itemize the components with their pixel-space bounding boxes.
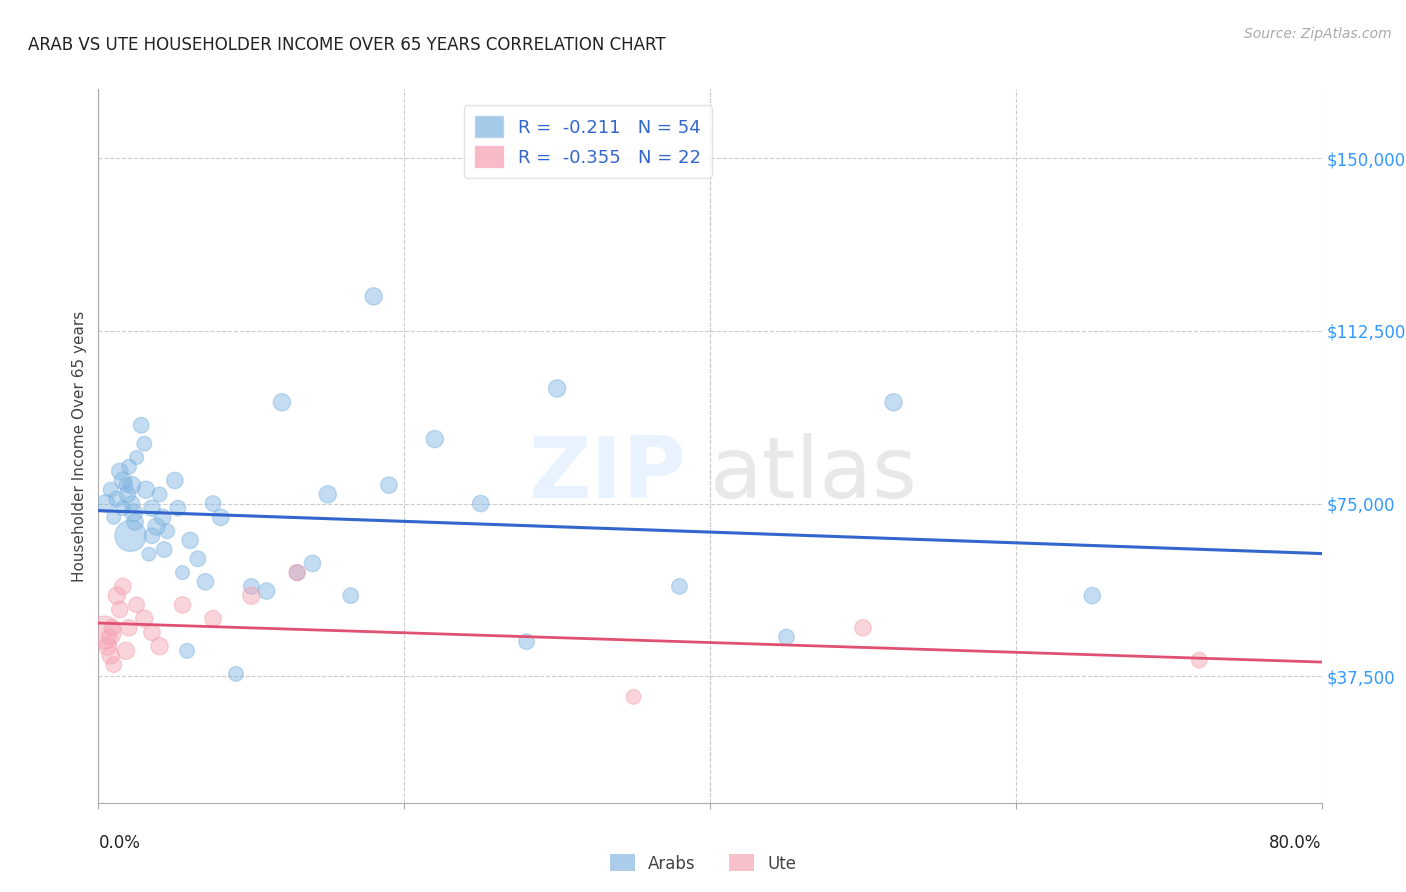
Point (209, 510, 232, 524)
Point (138, 547, 160, 561)
Point (202, 612, 225, 626)
Point (121, 478, 143, 492)
Point (135, 483, 157, 497)
Point (516, 634, 538, 648)
Point (270, 395, 292, 409)
Point (167, 501, 190, 516)
Point (623, 690, 645, 704)
Point (94, 497, 117, 511)
Point (153, 542, 176, 557)
Point (118, 621, 141, 635)
Text: 80.0%: 80.0% (1270, 834, 1322, 852)
Point (179, 533, 201, 548)
Legend: R =  -0.211   N = 54, R =  -0.355   N = 22: R = -0.211 N = 54, R = -0.355 N = 22 (464, 105, 711, 178)
Point (98, 630, 121, 644)
Text: 0.0%: 0.0% (98, 834, 141, 852)
Point (363, 289, 385, 303)
Point (152, 510, 174, 524)
Text: Source: ZipAtlas.com: Source: ZipAtlas.com (1244, 27, 1392, 41)
Point (194, 574, 217, 589)
Point (172, 566, 194, 580)
Point (134, 436, 156, 450)
Point (852, 621, 875, 635)
Point (120, 529, 142, 543)
Point (339, 589, 361, 603)
Point (172, 598, 194, 612)
Point (423, 432, 446, 446)
Text: ARAB VS UTE HOUSEHOLDER INCOME OVER 65 YEARS CORRELATION CHART: ARAB VS UTE HOUSEHOLDER INCOME OVER 65 Y… (28, 36, 666, 54)
Point (111, 579, 134, 593)
Point (187, 551, 209, 566)
Point (108, 602, 131, 616)
Text: atlas: atlas (710, 433, 918, 516)
Point (101, 621, 124, 635)
Point (111, 474, 134, 488)
Point (149, 487, 172, 501)
Point (378, 478, 401, 492)
Point (202, 497, 225, 511)
Point (163, 474, 186, 488)
Point (775, 630, 797, 644)
Point (115, 478, 138, 492)
Text: ZIP: ZIP (527, 433, 686, 516)
Point (285, 566, 308, 580)
Point (156, 524, 179, 538)
Point (129, 418, 152, 433)
Point (121, 497, 143, 511)
Point (105, 491, 128, 506)
Point (141, 529, 163, 543)
Point (668, 579, 690, 593)
Point (97, 640, 120, 654)
Point (470, 497, 492, 511)
Point (118, 459, 141, 474)
Point (93, 625, 115, 640)
Point (124, 515, 146, 529)
Point (256, 584, 278, 599)
Point (176, 644, 198, 658)
Point (546, 381, 568, 395)
Point (225, 666, 247, 681)
Point (149, 640, 172, 654)
Point (141, 501, 163, 516)
Point (103, 510, 125, 524)
Point (122, 506, 145, 520)
Point (108, 464, 131, 478)
Point (240, 579, 263, 593)
Point (103, 657, 125, 672)
Legend: Arabs, Ute: Arabs, Ute (603, 847, 803, 880)
Point (125, 450, 148, 465)
Point (141, 625, 163, 640)
Point (115, 644, 138, 658)
Point (111, 501, 134, 516)
Point (145, 519, 167, 533)
Point (1188, 653, 1211, 667)
Y-axis label: Householder Income Over 65 years: Householder Income Over 65 years (72, 310, 87, 582)
Point (240, 589, 263, 603)
Point (285, 566, 308, 580)
Point (100, 648, 122, 663)
Point (100, 483, 122, 497)
Point (1081, 589, 1104, 603)
Point (117, 487, 139, 501)
Point (883, 395, 905, 409)
Point (105, 589, 128, 603)
Point (301, 557, 323, 571)
Point (134, 612, 156, 626)
Point (125, 598, 148, 612)
Point (316, 487, 339, 501)
